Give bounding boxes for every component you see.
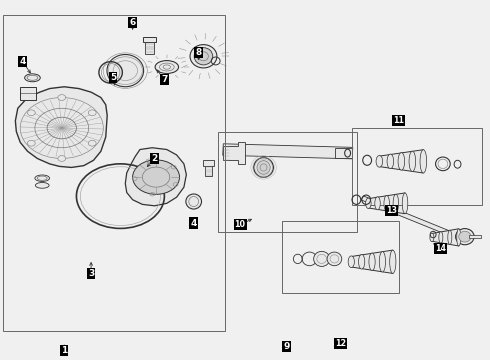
Ellipse shape: [376, 156, 383, 167]
Circle shape: [88, 110, 96, 116]
Ellipse shape: [24, 74, 40, 82]
Ellipse shape: [430, 233, 434, 242]
Bar: [469, 235, 481, 238]
Text: 4: 4: [191, 219, 197, 228]
Circle shape: [58, 156, 66, 161]
Ellipse shape: [254, 158, 273, 177]
Bar: [205, 166, 212, 176]
Text: 2: 2: [151, 154, 158, 163]
Ellipse shape: [194, 48, 213, 65]
Polygon shape: [125, 148, 186, 206]
Ellipse shape: [366, 198, 371, 208]
Polygon shape: [361, 196, 457, 238]
Circle shape: [27, 110, 35, 116]
Bar: [203, 160, 214, 166]
Ellipse shape: [409, 151, 416, 172]
Text: 12: 12: [335, 339, 346, 348]
Polygon shape: [368, 193, 405, 214]
Ellipse shape: [155, 60, 178, 73]
Ellipse shape: [384, 195, 390, 211]
Polygon shape: [351, 250, 393, 273]
Ellipse shape: [190, 45, 217, 68]
Ellipse shape: [186, 194, 201, 209]
Ellipse shape: [369, 253, 375, 270]
Text: 14: 14: [435, 244, 446, 253]
Text: 10: 10: [235, 220, 245, 229]
Polygon shape: [379, 150, 423, 173]
Circle shape: [58, 95, 66, 100]
Ellipse shape: [448, 230, 452, 244]
Ellipse shape: [359, 255, 365, 269]
Text: 3: 3: [88, 269, 94, 278]
Text: 6: 6: [129, 18, 136, 27]
Ellipse shape: [379, 252, 386, 272]
Text: 9: 9: [283, 342, 290, 351]
Ellipse shape: [393, 194, 398, 212]
Polygon shape: [335, 148, 352, 158]
Text: 5: 5: [110, 73, 116, 82]
Bar: [146, 42, 154, 54]
Ellipse shape: [35, 175, 49, 181]
Text: 4: 4: [20, 57, 26, 66]
Ellipse shape: [35, 183, 49, 188]
Circle shape: [133, 160, 179, 194]
Ellipse shape: [348, 256, 354, 267]
Circle shape: [20, 98, 103, 158]
Ellipse shape: [439, 231, 443, 243]
Ellipse shape: [456, 229, 474, 245]
Polygon shape: [223, 144, 353, 159]
Ellipse shape: [387, 154, 393, 168]
Circle shape: [88, 140, 96, 146]
Ellipse shape: [375, 197, 380, 210]
Bar: [144, 37, 156, 42]
Ellipse shape: [420, 150, 427, 173]
Ellipse shape: [459, 231, 471, 242]
Bar: [3, 15, 225, 330]
Polygon shape: [432, 229, 459, 246]
Bar: [352, 128, 482, 205]
Ellipse shape: [257, 161, 270, 174]
Text: 13: 13: [386, 206, 397, 215]
Text: 1: 1: [61, 346, 67, 355]
Polygon shape: [223, 142, 245, 164]
Circle shape: [27, 140, 35, 146]
Ellipse shape: [314, 251, 330, 266]
Bar: [218, 132, 357, 232]
Text: 7: 7: [161, 75, 168, 84]
Ellipse shape: [398, 153, 405, 170]
Ellipse shape: [327, 252, 342, 266]
Ellipse shape: [390, 250, 396, 273]
Bar: [282, 221, 399, 293]
Text: 11: 11: [393, 116, 404, 125]
Ellipse shape: [402, 193, 408, 214]
Text: 8: 8: [196, 48, 202, 57]
Ellipse shape: [107, 54, 144, 87]
Ellipse shape: [457, 229, 461, 246]
Polygon shape: [15, 87, 107, 167]
Bar: [20, 87, 36, 100]
